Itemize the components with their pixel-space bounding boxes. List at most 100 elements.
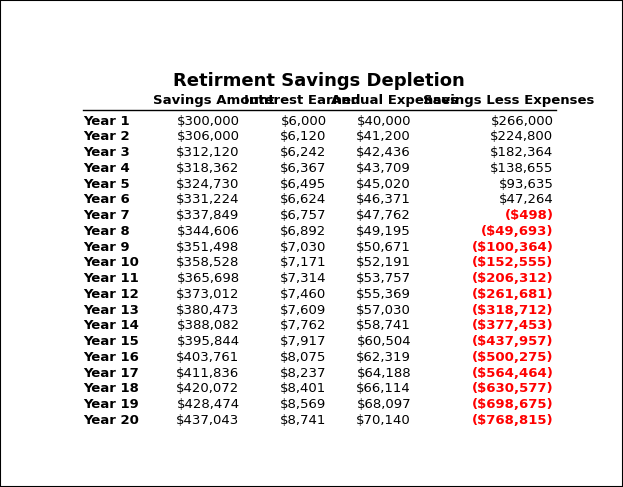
Text: $60,504: $60,504 [356,335,411,348]
Text: ($564,464): ($564,464) [472,367,553,380]
Text: $42,436: $42,436 [356,146,411,159]
Text: $365,698: $365,698 [176,272,240,285]
Text: $224,800: $224,800 [490,131,553,144]
Text: ($377,453): ($377,453) [472,319,553,333]
Text: $7,171: $7,171 [280,257,326,269]
Text: $6,624: $6,624 [280,193,326,206]
Text: $6,120: $6,120 [280,131,326,144]
Text: $7,917: $7,917 [280,335,326,348]
Text: $8,075: $8,075 [280,351,326,364]
Text: $62,319: $62,319 [356,351,411,364]
Text: Year 13: Year 13 [83,304,138,317]
Text: $312,120: $312,120 [176,146,240,159]
Text: Year 17: Year 17 [83,367,138,380]
Text: ($698,675): ($698,675) [472,398,553,411]
Text: Savings Less Expenses: Savings Less Expenses [423,94,594,107]
Text: $420,072: $420,072 [176,382,240,395]
Text: $7,314: $7,314 [280,272,326,285]
Text: $138,655: $138,655 [490,162,553,175]
Text: Year 20: Year 20 [83,414,138,427]
Text: $8,401: $8,401 [280,382,326,395]
Text: $6,000: $6,000 [280,115,326,128]
Text: Year 15: Year 15 [83,335,138,348]
Text: $8,237: $8,237 [280,367,326,380]
Text: $8,741: $8,741 [280,414,326,427]
Text: ($318,712): ($318,712) [472,304,553,317]
Text: Interest Earned: Interest Earned [244,94,361,107]
Text: ($500,275): ($500,275) [472,351,553,364]
Text: $43,709: $43,709 [356,162,411,175]
Text: ($261,681): ($261,681) [472,288,553,301]
Text: Year 3: Year 3 [83,146,130,159]
Text: Year 9: Year 9 [83,241,130,254]
Text: $46,371: $46,371 [356,193,411,206]
Text: ($49,693): ($49,693) [481,225,553,238]
Text: $318,362: $318,362 [176,162,240,175]
Text: Year 2: Year 2 [83,131,130,144]
Text: $6,757: $6,757 [280,209,326,222]
Text: $388,082: $388,082 [176,319,240,333]
Text: ($630,577): ($630,577) [472,382,553,395]
Text: Year 6: Year 6 [83,193,130,206]
Text: Year 5: Year 5 [83,178,130,191]
Text: $53,757: $53,757 [356,272,411,285]
Text: $306,000: $306,000 [177,131,240,144]
Text: $403,761: $403,761 [176,351,240,364]
Text: $45,020: $45,020 [356,178,411,191]
Text: $411,836: $411,836 [176,367,240,380]
Text: $6,892: $6,892 [280,225,326,238]
Text: ($206,312): ($206,312) [472,272,553,285]
Text: $64,188: $64,188 [356,367,411,380]
Text: Year 8: Year 8 [83,225,130,238]
Text: $6,367: $6,367 [280,162,326,175]
Text: Year 14: Year 14 [83,319,138,333]
Text: ($437,957): ($437,957) [472,335,553,348]
Text: $437,043: $437,043 [176,414,240,427]
Text: Annual Expenses: Annual Expenses [331,94,459,107]
Text: Year 16: Year 16 [83,351,138,364]
Text: $182,364: $182,364 [490,146,553,159]
Text: $70,140: $70,140 [356,414,411,427]
Text: Retirment Savings Depletion: Retirment Savings Depletion [173,72,465,90]
Text: $324,730: $324,730 [176,178,240,191]
Text: $6,495: $6,495 [280,178,326,191]
Text: $40,000: $40,000 [356,115,411,128]
Text: $8,569: $8,569 [280,398,326,411]
Text: $428,474: $428,474 [176,398,240,411]
Text: $47,762: $47,762 [356,209,411,222]
Text: $266,000: $266,000 [490,115,553,128]
Text: $351,498: $351,498 [176,241,240,254]
Text: $7,762: $7,762 [280,319,326,333]
Text: $344,606: $344,606 [177,225,240,238]
Text: Year 11: Year 11 [83,272,138,285]
Text: $6,242: $6,242 [280,146,326,159]
Text: Year 10: Year 10 [83,257,138,269]
Text: $7,609: $7,609 [280,304,326,317]
Text: Year 19: Year 19 [83,398,138,411]
Text: $93,635: $93,635 [498,178,553,191]
Text: $337,849: $337,849 [176,209,240,222]
Text: Year 4: Year 4 [83,162,130,175]
Text: ($100,364): ($100,364) [472,241,553,254]
Text: $7,460: $7,460 [280,288,326,301]
Text: $395,844: $395,844 [176,335,240,348]
Text: Savings Amount: Savings Amount [153,94,274,107]
Text: $49,195: $49,195 [356,225,411,238]
Text: $55,369: $55,369 [356,288,411,301]
Text: ($498): ($498) [505,209,553,222]
Text: $58,741: $58,741 [356,319,411,333]
Text: $7,030: $7,030 [280,241,326,254]
Text: Year 1: Year 1 [83,115,130,128]
Text: Year 18: Year 18 [83,382,138,395]
Text: $50,671: $50,671 [356,241,411,254]
Text: $47,264: $47,264 [498,193,553,206]
Text: $380,473: $380,473 [176,304,240,317]
Text: $66,114: $66,114 [356,382,411,395]
Text: $331,224: $331,224 [176,193,240,206]
Text: $373,012: $373,012 [176,288,240,301]
Text: ($152,555): ($152,555) [472,257,553,269]
Text: $52,191: $52,191 [356,257,411,269]
Text: Year 12: Year 12 [83,288,138,301]
Text: $68,097: $68,097 [356,398,411,411]
Text: $41,200: $41,200 [356,131,411,144]
